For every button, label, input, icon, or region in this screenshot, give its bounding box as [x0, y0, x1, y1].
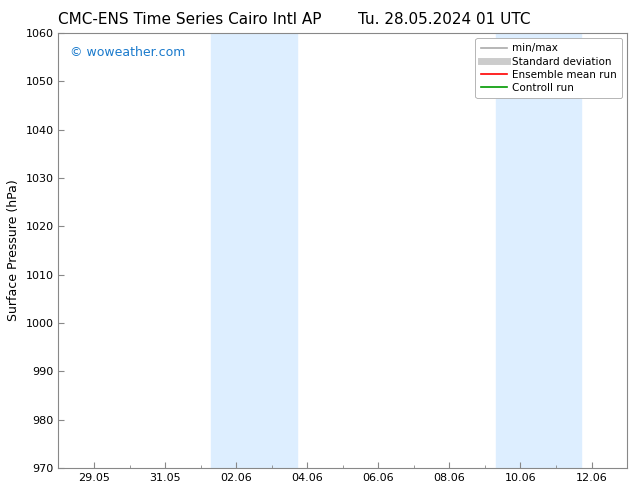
Bar — [211, 33, 297, 468]
Y-axis label: Surface Pressure (hPa): Surface Pressure (hPa) — [7, 180, 20, 321]
Text: Tu. 28.05.2024 01 UTC: Tu. 28.05.2024 01 UTC — [358, 12, 530, 27]
Text: © woweather.com: © woweather.com — [70, 46, 185, 59]
Bar — [496, 33, 581, 468]
Text: CMC-ENS Time Series Cairo Intl AP: CMC-ENS Time Series Cairo Intl AP — [58, 12, 322, 27]
Legend: min/max, Standard deviation, Ensemble mean run, Controll run: min/max, Standard deviation, Ensemble me… — [476, 38, 622, 98]
